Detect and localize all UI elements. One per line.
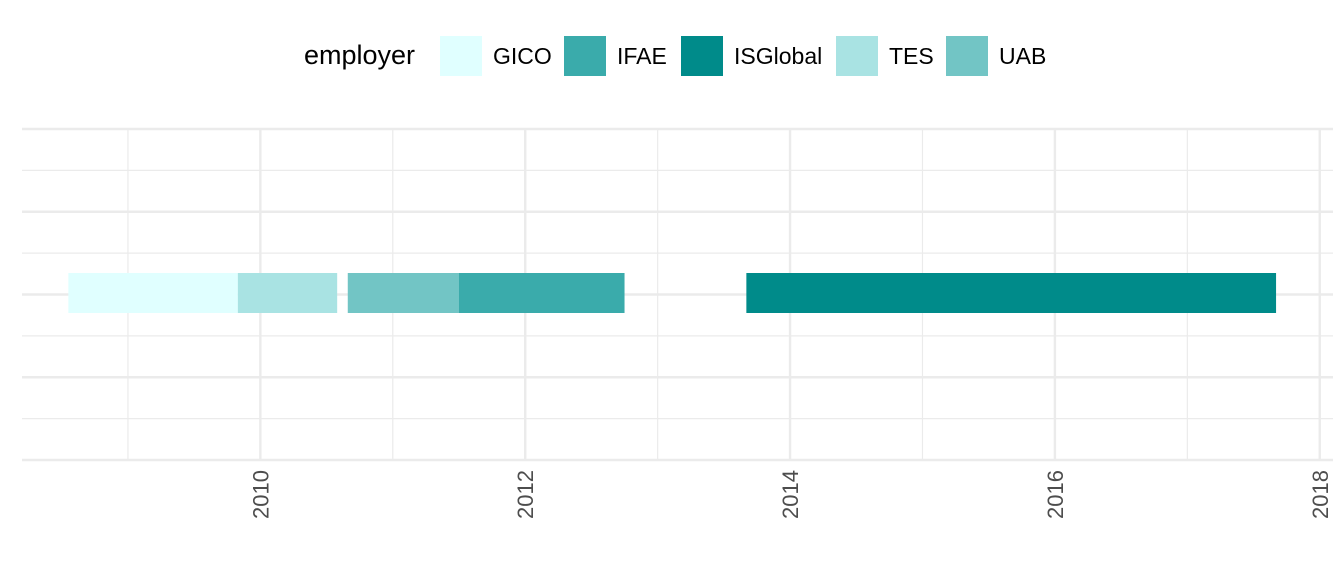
legend-label: ISGlobal: [734, 43, 823, 69]
bar-uab: [347, 273, 459, 313]
legend-label: GICO: [493, 43, 552, 69]
legend-swatch: [440, 36, 482, 76]
x-tick-label: 2012: [513, 470, 538, 519]
legend-label: IFAE: [617, 43, 667, 69]
timeline-bars: [68, 273, 1277, 313]
legend-swatch: [836, 36, 878, 76]
legend-title: employer: [304, 40, 416, 70]
legend-label: UAB: [999, 43, 1047, 69]
x-tick-label: 2014: [778, 470, 803, 519]
bar-tes: [237, 273, 338, 313]
legend-swatch: [564, 36, 606, 76]
legend-label: TES: [889, 43, 934, 69]
legend-swatch: [681, 36, 723, 76]
x-tick-label: 2016: [1043, 470, 1068, 519]
bar-isglobal: [746, 273, 1277, 313]
bar-ifae: [459, 273, 625, 313]
x-axis-ticks: 2010 2012 2014 2016 2018: [248, 470, 1332, 519]
bar-gico: [68, 273, 238, 313]
x-tick-label: 2018: [1308, 470, 1333, 519]
legend: employer GICO IFAE ISGlobal TES UAB: [0, 36, 1344, 78]
legend-swatch: [946, 36, 988, 76]
x-tick-label: 2010: [248, 470, 273, 519]
